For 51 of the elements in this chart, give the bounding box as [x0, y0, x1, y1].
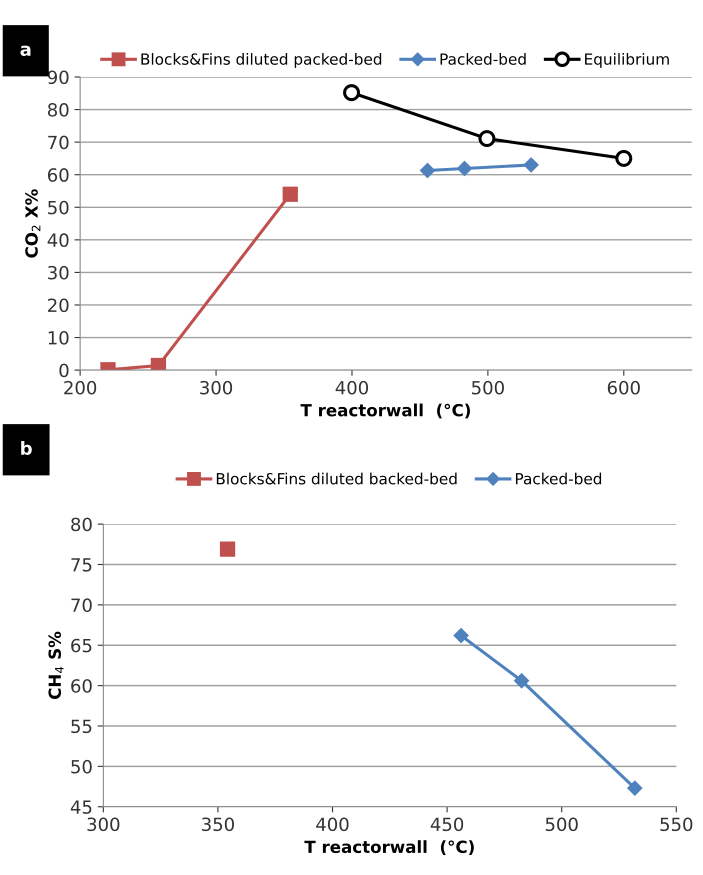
y-tick-label: 20	[48, 298, 69, 312]
legend-label: Blocks&Fins diluted packed-bed	[141, 53, 382, 68]
x-tick-label: 400	[316, 817, 349, 832]
x-tick-label: 550	[660, 817, 692, 832]
y-tick-label: 65	[71, 638, 92, 652]
point	[456, 160, 472, 176]
x-tick-label: 500	[472, 380, 504, 395]
y-axis-title: CO$_{2}$ X%	[25, 189, 40, 258]
x-tick-label: 450	[430, 817, 464, 832]
legend-label: Blocks&Fins diluted backed-bed	[216, 472, 457, 484]
point	[514, 673, 530, 688]
x-axis-title: T reactorwall (°C)	[300, 404, 470, 418]
x-tick-label: 300	[200, 380, 232, 395]
point	[420, 162, 436, 178]
x-tick-label: 400	[336, 380, 368, 395]
text: b	[21, 441, 32, 455]
y-tick-label: 45	[70, 800, 92, 814]
y-tick-label: 70	[71, 598, 92, 612]
x-tick-label: 500	[546, 817, 578, 832]
y-tick-label: 50	[71, 760, 92, 774]
y-tick-label: 40	[48, 233, 69, 247]
y-tick-label: 10	[48, 331, 69, 345]
y-tick-label: 80	[48, 103, 69, 117]
legend-label: Packed-bed	[440, 53, 526, 65]
x-tick-label: 350	[202, 817, 234, 832]
point	[220, 542, 236, 557]
y-tick-label: 80	[71, 518, 92, 532]
y-tick-label: 75	[71, 558, 92, 572]
text: a	[20, 46, 30, 56]
y-tick-label: 30	[48, 266, 69, 280]
y-tick-label: 60	[48, 168, 69, 182]
y-axis-title: CH$_{4}$ S%	[48, 632, 64, 700]
y-tick-label: 60	[71, 679, 92, 693]
point	[478, 130, 496, 148]
y-tick-label: 0	[59, 364, 69, 378]
point	[343, 84, 360, 102]
y-tick-label: 70	[48, 136, 69, 150]
y-tick-label: 55	[71, 720, 92, 734]
x-tick-label: 300	[87, 817, 120, 832]
legend-label: Equilibrium	[585, 53, 669, 68]
point	[615, 150, 632, 167]
y-tick-label: 50	[48, 200, 69, 214]
x-tick-label: 600	[608, 380, 640, 395]
x-tick-label: 200	[64, 380, 96, 395]
x-axis-title: T reactorwall (°C)	[304, 840, 474, 856]
point	[627, 780, 642, 796]
point	[454, 628, 469, 644]
point	[282, 186, 298, 202]
legend-label: Packed-bed	[516, 472, 602, 484]
point	[524, 157, 539, 173]
y-tick-label: 90	[48, 70, 69, 84]
